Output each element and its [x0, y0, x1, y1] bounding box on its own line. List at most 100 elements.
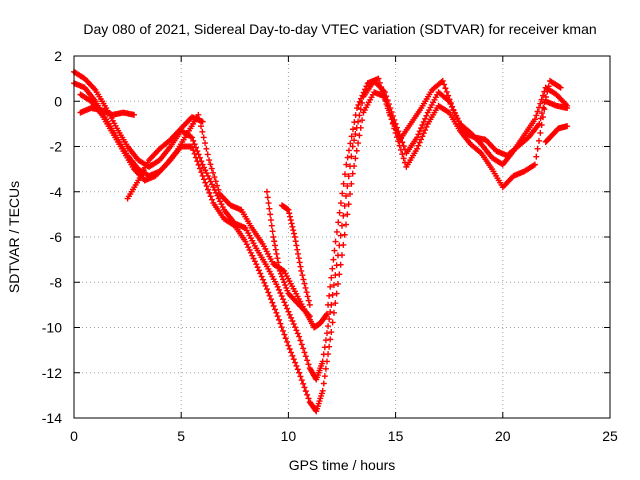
- data-point: [535, 137, 542, 144]
- data-point: [195, 111, 202, 118]
- data-point: [330, 256, 337, 263]
- data-point: [269, 228, 276, 235]
- data-point: [348, 180, 355, 187]
- data-point: [423, 112, 430, 119]
- data-point: [258, 273, 265, 280]
- data-point: [332, 300, 339, 307]
- data-point: [286, 210, 293, 217]
- data-point: [272, 306, 278, 313]
- data-point: [337, 261, 344, 268]
- data-point: [327, 336, 334, 343]
- data-point: [301, 280, 308, 287]
- data-point: [195, 161, 202, 168]
- data-point: [323, 330, 330, 337]
- data-point: [271, 238, 278, 245]
- data-point: [303, 289, 310, 296]
- data-point: [423, 123, 430, 130]
- data-point: [343, 161, 350, 168]
- data-point: [356, 98, 363, 105]
- data-point: [387, 112, 394, 119]
- data-point: [348, 133, 355, 140]
- data-point: [273, 250, 280, 257]
- data-point: [397, 146, 404, 153]
- series-4: [124, 114, 206, 202]
- data-point: [295, 250, 302, 257]
- data-point: [211, 174, 218, 181]
- data-point: [250, 255, 257, 262]
- data-point: [188, 134, 195, 141]
- series-3: [77, 75, 564, 331]
- data-point: [564, 105, 571, 112]
- data-point: [292, 238, 299, 245]
- data-point: [544, 88, 551, 95]
- data-point: [345, 147, 352, 154]
- data-point: [210, 169, 217, 176]
- data-point: [414, 145, 421, 152]
- data-point: [276, 316, 283, 323]
- data-point: [214, 182, 221, 189]
- data-point: [293, 242, 300, 249]
- data-point: [306, 313, 313, 320]
- data-point: [420, 118, 427, 125]
- data-point: [270, 303, 277, 310]
- data-point: [339, 252, 345, 259]
- data-point: [287, 217, 294, 224]
- data-point: [349, 126, 356, 133]
- data-point: [341, 171, 348, 178]
- data-point: [205, 172, 211, 179]
- data-point: [302, 284, 309, 291]
- data-point: [345, 173, 352, 180]
- data-point: [359, 117, 366, 124]
- data-point: [327, 283, 334, 290]
- data-point: [245, 244, 252, 251]
- data-point: [533, 153, 540, 160]
- data-point: [329, 319, 336, 326]
- data-point: [542, 94, 549, 101]
- data-point: [289, 352, 296, 359]
- data-point: [352, 112, 359, 119]
- data-point: [323, 310, 330, 317]
- data-point: [259, 276, 266, 283]
- data-point: [198, 123, 205, 130]
- data-point: [304, 391, 311, 398]
- data-point: [534, 108, 541, 115]
- data-point: [203, 183, 210, 190]
- data-point: [286, 311, 293, 318]
- data-point: [439, 77, 446, 84]
- data-point: [203, 145, 210, 152]
- data-point: [344, 154, 351, 161]
- data-point: [538, 110, 545, 117]
- data-point: [351, 119, 358, 126]
- chart-title: Day 080 of 2021, Sidereal Day-to-day VTE…: [83, 21, 596, 37]
- data-point: [207, 161, 214, 168]
- data-point: [280, 296, 287, 303]
- data-point: [267, 217, 274, 224]
- data-point: [351, 137, 358, 144]
- data-point: [296, 369, 303, 376]
- data-point: [274, 283, 281, 290]
- data-point: [218, 201, 225, 208]
- data-point: [208, 165, 215, 172]
- data-point: [247, 249, 254, 256]
- data-points: [71, 68, 571, 415]
- data-point: [332, 272, 339, 279]
- data-point: [274, 313, 281, 320]
- data-point: [341, 231, 348, 238]
- data-point: [282, 302, 289, 309]
- data-point: [296, 333, 303, 340]
- data-point: [335, 219, 342, 226]
- data-point: [541, 99, 548, 106]
- data-point: [293, 362, 300, 369]
- data-point: [331, 247, 338, 254]
- data-point: [288, 349, 295, 356]
- data-point: [356, 132, 363, 139]
- data-point: [333, 290, 340, 297]
- data-point: [288, 314, 295, 321]
- y-tick-label: -6: [50, 229, 63, 245]
- data-point: [348, 153, 355, 160]
- data-point: [290, 321, 297, 328]
- data-point: [355, 101, 362, 108]
- data-point: [445, 92, 452, 99]
- data-point: [378, 84, 385, 91]
- data-point: [298, 377, 305, 384]
